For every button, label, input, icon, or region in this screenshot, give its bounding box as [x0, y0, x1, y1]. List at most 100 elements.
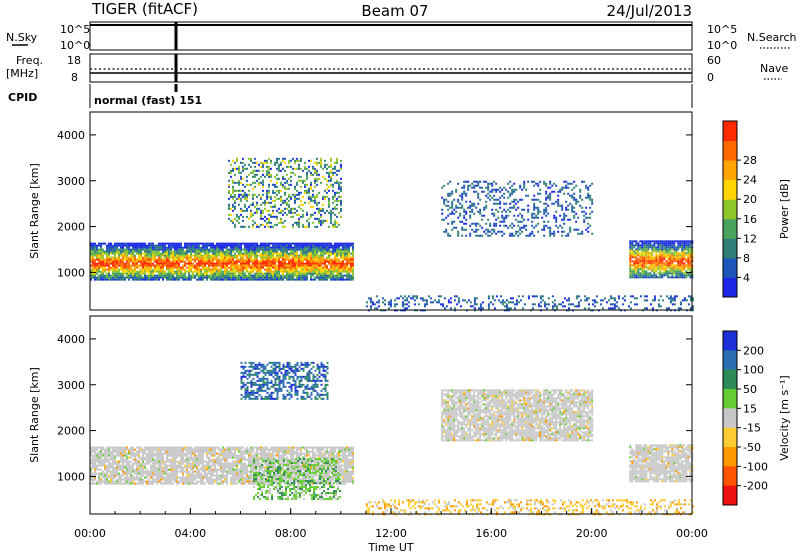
power-cell: [463, 215, 465, 217]
power-cell: [264, 216, 266, 218]
power-cell: [140, 279, 142, 281]
power-cell: [134, 251, 136, 253]
power-cell: [318, 269, 320, 271]
power-cell: [210, 273, 212, 275]
power-cell: [517, 215, 519, 217]
power-cell: [320, 166, 322, 168]
power-cell: [260, 269, 262, 271]
power-cell: [573, 207, 575, 209]
power-cell: [480, 305, 482, 307]
power-cell: [511, 185, 513, 187]
power-cell: [244, 261, 246, 263]
power-cell: [336, 263, 338, 265]
power-cell: [318, 277, 320, 279]
power-cell: [669, 244, 671, 246]
power-cell: [298, 214, 300, 216]
power-cell: [296, 210, 298, 212]
power-cell: [316, 180, 318, 182]
power-cell: [332, 261, 334, 263]
power-cell: [689, 260, 691, 262]
velocity-cell: [110, 455, 112, 457]
power-cell: [519, 187, 521, 189]
power-cell: [238, 255, 240, 257]
power-cell: [330, 271, 332, 273]
power-cell: [142, 259, 144, 261]
power-cell: [629, 260, 631, 262]
power-cell: [457, 233, 459, 235]
power-cell: [340, 208, 342, 210]
power-cell: [499, 187, 501, 189]
power-cell: [677, 258, 679, 260]
power-cell: [98, 275, 100, 277]
power-cell: [554, 299, 556, 301]
y-tick-label: 4000: [57, 129, 85, 142]
power-cell: [142, 247, 144, 249]
power-cell: [655, 246, 657, 248]
power-cell: [585, 185, 587, 187]
velocity-cell: [108, 451, 110, 453]
power-cell: [658, 305, 660, 307]
power-cell: [495, 225, 497, 227]
power-cell: [578, 305, 580, 307]
power-cell: [268, 261, 270, 263]
power-cell: [166, 261, 168, 263]
power-cell: [96, 255, 98, 257]
power-cell: [282, 168, 284, 170]
power-cell: [677, 240, 679, 242]
power-cell: [581, 211, 583, 213]
power-cell: [296, 224, 298, 226]
power-cell: [104, 277, 106, 279]
velocity-cell: [126, 471, 128, 473]
power-cell: [647, 250, 649, 252]
power-cell: [226, 265, 228, 267]
power-cell: [645, 242, 647, 244]
velocity-cell: [108, 449, 110, 451]
power-cell: [138, 243, 140, 245]
velocity-cell: [110, 465, 112, 467]
power-cell: [260, 271, 262, 273]
power-cell: [318, 271, 320, 273]
power-cell: [266, 279, 268, 281]
power-cell: [94, 259, 96, 261]
velocity-cell: [98, 455, 100, 457]
power-cell: [449, 207, 451, 209]
power-cell: [647, 274, 649, 276]
power-cell: [481, 191, 483, 193]
power-cell: [178, 249, 180, 251]
power-cell: [264, 162, 266, 164]
power-cell: [112, 253, 114, 255]
power-cell: [270, 216, 272, 218]
power-cell: [302, 210, 304, 212]
power-cell: [587, 189, 589, 191]
power-cell: [374, 307, 376, 309]
power-cell: [681, 256, 683, 258]
power-cell: [294, 188, 296, 190]
power-cell: [552, 307, 554, 309]
power-cell: [250, 160, 252, 162]
power-cell: [685, 274, 687, 276]
power-cell: [687, 262, 689, 264]
power-cell: [164, 277, 166, 279]
power-cell: [352, 253, 354, 255]
power-cell: [513, 199, 515, 201]
velocity-cell: [106, 457, 108, 459]
velocity-cell: [110, 471, 112, 473]
velocity-cell: [96, 483, 98, 485]
power-cell: [148, 269, 150, 271]
power-cell: [672, 299, 674, 301]
power-cell: [336, 182, 338, 184]
power-cell: [304, 271, 306, 273]
power-cell: [314, 269, 316, 271]
power-cell: [260, 263, 262, 265]
velocity-cell: [96, 453, 98, 455]
power-cell: [660, 305, 662, 307]
power-cell: [212, 243, 214, 245]
power-cell: [655, 258, 657, 260]
power-cell: [559, 225, 561, 227]
power-cell: [252, 226, 254, 228]
power-cell: [535, 215, 537, 217]
power-cell: [226, 273, 228, 275]
velocity-cell: [96, 481, 98, 483]
power-cell: [326, 184, 328, 186]
power-cell: [547, 197, 549, 199]
